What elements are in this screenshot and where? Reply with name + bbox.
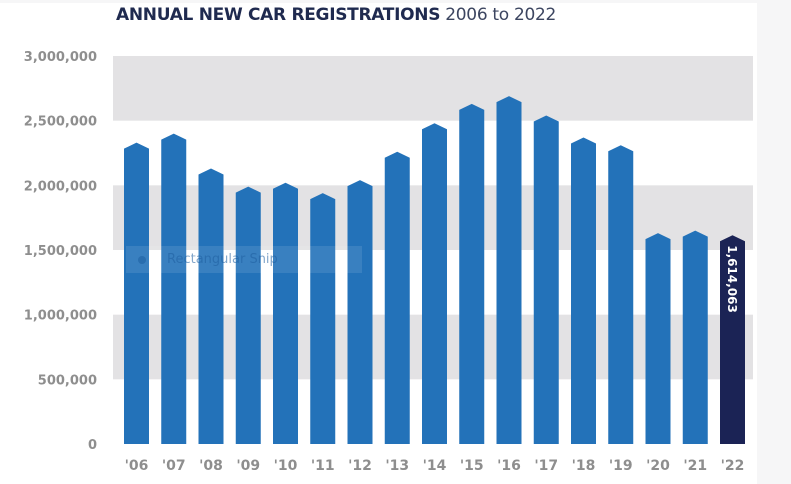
rectangular-snip-overlay[interactable]: Rectangular Snip bbox=[126, 246, 362, 273]
bar-22 bbox=[720, 235, 745, 444]
bar-08 bbox=[198, 168, 224, 444]
bar-07 bbox=[161, 133, 187, 444]
x-tick-label: '19 bbox=[609, 458, 633, 474]
bars bbox=[124, 96, 745, 445]
data-label: 1,614,063 bbox=[725, 245, 739, 313]
y-tick-label: 1,500,000 bbox=[24, 244, 97, 259]
bar-20 bbox=[645, 233, 671, 444]
y-tick-label: 3,000,000 bbox=[24, 50, 97, 65]
y-tick-label: 0 bbox=[88, 438, 97, 453]
y-axis: 0 500,000 1,000,000 1,500,000 2,000,000 2,500… bbox=[24, 50, 97, 453]
y-tick-label: 1,000,000 bbox=[24, 309, 97, 324]
y-tick-label: 2,500,000 bbox=[24, 115, 97, 130]
bar-13 bbox=[384, 151, 410, 444]
bar-21 bbox=[682, 230, 708, 444]
x-tick-label: '20 bbox=[646, 458, 670, 474]
x-tick-label: '22 bbox=[721, 458, 745, 474]
chart-title-main: ANNUAL NEW CAR REGISTRATIONS bbox=[116, 5, 441, 25]
bar-12 bbox=[347, 180, 373, 444]
bar-17 bbox=[533, 115, 559, 444]
data-labels: 1,614,063 bbox=[725, 245, 739, 313]
chart-title: ANNUAL NEW CAR REGISTRATIONS 2006 to 202… bbox=[116, 5, 556, 25]
x-tick-label: '10 bbox=[274, 458, 298, 474]
bar-19 bbox=[608, 145, 634, 445]
chart-subtitle: 2006 to 2022 bbox=[445, 5, 557, 25]
bar-16 bbox=[496, 96, 522, 445]
snip-label: Rectangular Snip bbox=[167, 252, 278, 267]
x-tick-label: '06 bbox=[125, 458, 149, 474]
x-tick-label: '12 bbox=[348, 458, 372, 474]
snip-icon bbox=[138, 255, 146, 264]
bar-chart: 0 500,000 1,000,000 1,500,000 2,000,000 2,500… bbox=[24, 50, 753, 474]
x-tick-label: '11 bbox=[311, 458, 335, 474]
x-tick-label: '09 bbox=[236, 458, 260, 474]
x-tick-label: '21 bbox=[683, 458, 707, 474]
bar-06 bbox=[124, 142, 149, 445]
bar-15 bbox=[459, 103, 485, 444]
x-axis: '06 '07 '08 '09 '10 '11 '12 '13 '14 '15 '16 '17 '18 '… bbox=[125, 458, 745, 474]
x-tick-label: '17 bbox=[534, 458, 558, 474]
bar-18 bbox=[571, 137, 596, 445]
x-tick-label: '18 bbox=[572, 458, 596, 474]
x-tick-label: '08 bbox=[199, 458, 223, 474]
bar-11 bbox=[310, 193, 336, 444]
x-tick-label: '07 bbox=[162, 458, 186, 474]
x-tick-label: '15 bbox=[460, 458, 484, 474]
bar-09 bbox=[235, 186, 261, 445]
bar-10 bbox=[273, 182, 298, 444]
bar-14 bbox=[422, 123, 447, 445]
y-tick-label: 500,000 bbox=[38, 373, 97, 388]
grid-band bbox=[113, 56, 753, 121]
y-tick-label: 2,000,000 bbox=[24, 179, 97, 194]
x-tick-label: '13 bbox=[385, 458, 409, 474]
x-tick-label: '16 bbox=[497, 458, 521, 474]
x-tick-label: '14 bbox=[423, 458, 447, 474]
